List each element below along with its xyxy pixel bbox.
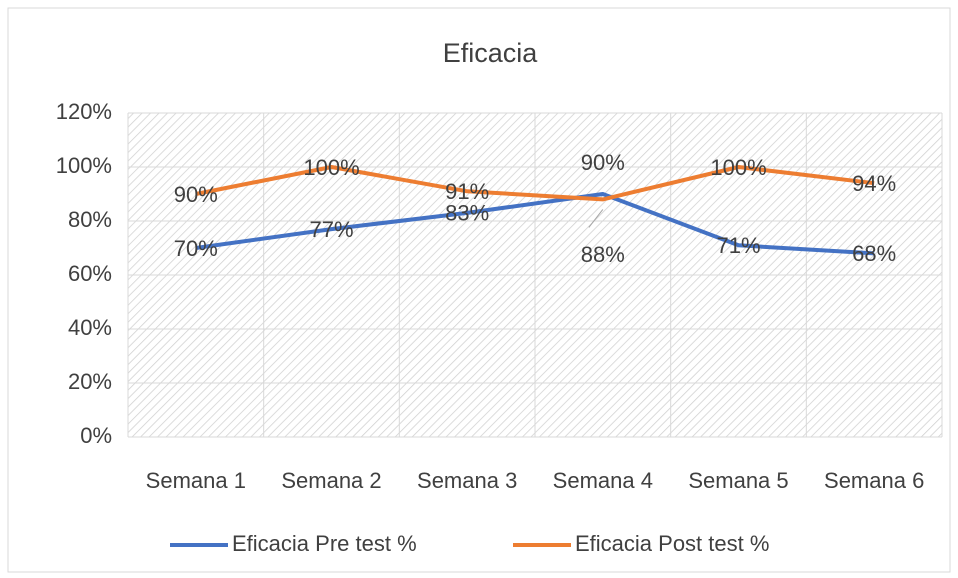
data-label: 70% <box>174 236 218 261</box>
data-label: 68% <box>852 241 896 266</box>
leader-line <box>588 209 604 228</box>
data-label: 90% <box>581 150 625 175</box>
data-label: 90% <box>174 182 218 207</box>
data-label: 83% <box>445 201 489 226</box>
x-tick-label: Semana 1 <box>146 468 246 493</box>
x-tick-label: Semana 2 <box>281 468 381 493</box>
x-tick-label: Semana 5 <box>688 468 788 493</box>
y-tick-label: 20% <box>68 369 112 394</box>
chart-title: Eficacia <box>443 38 539 68</box>
y-tick-label: 60% <box>68 261 112 286</box>
series-line <box>195 165 875 202</box>
y-tick-label: 100% <box>56 153 112 178</box>
y-tick-label: 80% <box>68 207 112 232</box>
data-label: 94% <box>852 171 896 196</box>
y-tick-label: 40% <box>68 315 112 340</box>
y-tick-label: 0% <box>80 423 112 448</box>
x-tick-label: Semana 3 <box>417 468 517 493</box>
y-tick-label: 120% <box>56 99 112 124</box>
data-label: 100% <box>710 155 766 180</box>
data-label: 91% <box>445 179 489 204</box>
legend-label: Eficacia Pre test % <box>232 531 417 556</box>
data-label: 100% <box>303 155 359 180</box>
x-tick-label: Semana 4 <box>553 468 653 493</box>
data-label: 88% <box>581 242 625 267</box>
data-label: 71% <box>716 233 760 258</box>
series-line <box>195 192 875 256</box>
legend-label: Eficacia Post test % <box>575 531 769 556</box>
x-tick-label: Semana 6 <box>824 468 924 493</box>
data-label: 77% <box>309 217 353 242</box>
